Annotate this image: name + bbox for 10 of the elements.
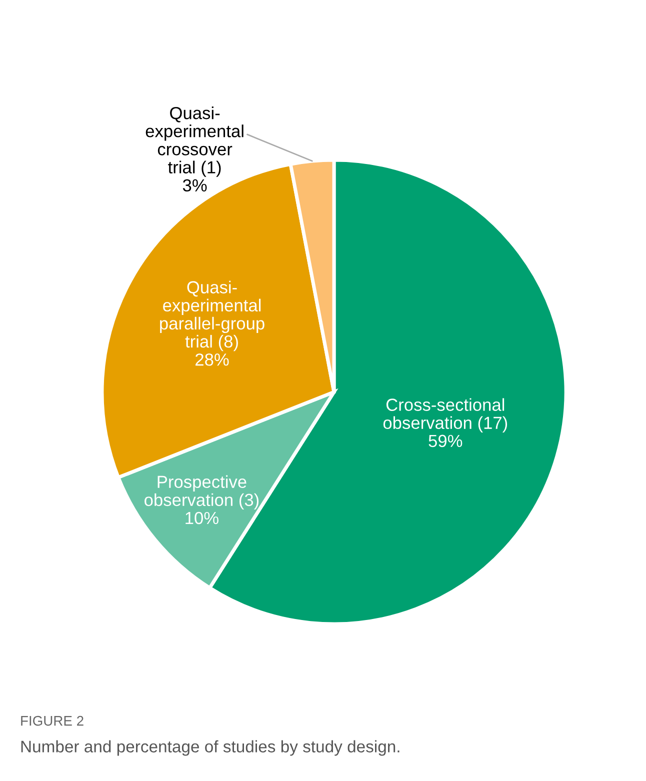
text: Number and percentage of studies by study design. xyxy=(21,740,400,756)
data-label: 3% xyxy=(182,179,207,192)
slice-label: Prospective observation (3) xyxy=(144,475,259,510)
slice-label: Cross-sectional observation (17) xyxy=(383,398,508,432)
slice-label: Quasi- experimental crossover trial (1) xyxy=(146,106,244,177)
data-label: 59% xyxy=(428,434,462,448)
caption: FIGURE 2 xyxy=(21,716,84,726)
data-label: 28% xyxy=(196,353,229,366)
data-label: 10% xyxy=(186,512,218,524)
slice-label: Quasi- experimental parallel-group trial (8) xyxy=(160,280,264,352)
